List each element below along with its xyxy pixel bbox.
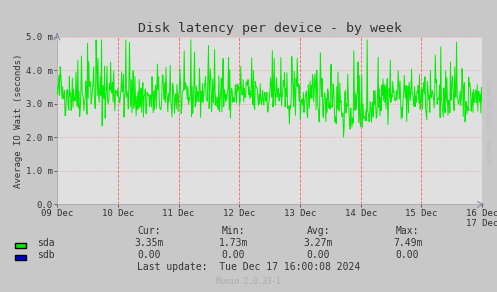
Text: Min:: Min:: [222, 226, 246, 236]
Text: sdb: sdb: [37, 250, 55, 260]
Text: 7.49m: 7.49m: [393, 238, 422, 248]
Text: 0.00: 0.00: [306, 250, 330, 260]
Text: 3.27m: 3.27m: [303, 238, 333, 248]
Title: Disk latency per device - by week: Disk latency per device - by week: [138, 22, 402, 35]
Text: 17 Dec: 17 Dec: [466, 219, 497, 228]
Text: 0.00: 0.00: [396, 250, 419, 260]
Text: RRDTOOL / TOBI OETIKER: RRDTOOL / TOBI OETIKER: [487, 81, 492, 164]
Text: 3.35m: 3.35m: [134, 238, 164, 248]
Text: Last update:  Tue Dec 17 16:00:08 2024: Last update: Tue Dec 17 16:00:08 2024: [137, 262, 360, 272]
Y-axis label: Average IO Wait (seconds): Average IO Wait (seconds): [14, 53, 23, 188]
Text: 1.73m: 1.73m: [219, 238, 248, 248]
Text: 0.00: 0.00: [222, 250, 246, 260]
Text: Avg:: Avg:: [306, 226, 330, 236]
Text: Munin 2.0.33-1: Munin 2.0.33-1: [216, 277, 281, 286]
Text: sda: sda: [37, 238, 55, 248]
Text: 0.00: 0.00: [137, 250, 161, 260]
Text: Cur:: Cur:: [137, 226, 161, 236]
Text: Max:: Max:: [396, 226, 419, 236]
